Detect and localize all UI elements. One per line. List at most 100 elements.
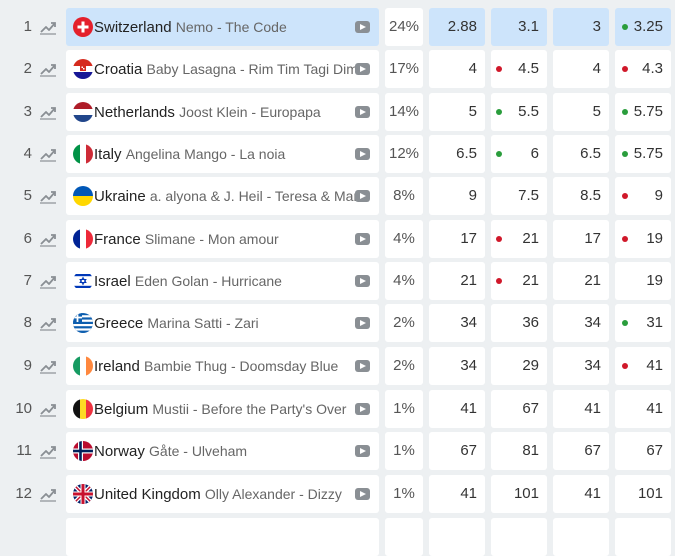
odds-value: 67 (646, 442, 663, 459)
odds-cell[interactable]: 5.75 (615, 93, 671, 131)
odds-cell[interactable]: 67 (553, 432, 609, 470)
odds-cell[interactable]: 21 (553, 262, 609, 300)
country-name[interactable]: Ireland (94, 358, 140, 375)
country-name[interactable]: Israel (94, 273, 131, 290)
odds-cell[interactable]: 4.3 (615, 50, 671, 88)
video-play-icon[interactable] (355, 148, 370, 160)
video-play-icon[interactable] (355, 403, 370, 415)
odds-cell[interactable]: 21 (491, 262, 547, 300)
odds-cell[interactable]: 41 (429, 390, 485, 428)
odds-cell[interactable]: 3 (553, 8, 609, 46)
belgium-flag-icon (73, 399, 93, 419)
entry-cell: Netherlands Joost Klein - Europapa (66, 93, 379, 131)
odds-cell[interactable]: 81 (491, 432, 547, 470)
video-play-icon[interactable] (355, 21, 370, 33)
odds-cell[interactable]: 29 (491, 347, 547, 385)
odds-cell[interactable]: 34 (429, 304, 485, 342)
country-name[interactable]: Ukraine (94, 188, 146, 205)
video-play-icon[interactable] (355, 275, 370, 287)
country-name[interactable]: Italy (94, 146, 122, 163)
odds-cell[interactable]: 41 (615, 347, 671, 385)
odds-cell[interactable]: 21 (429, 262, 485, 300)
trend-chart-icon[interactable] (39, 146, 57, 162)
odds-cell[interactable] (553, 518, 609, 556)
trend-chart-icon[interactable] (39, 315, 57, 331)
odds-cell[interactable]: 7.5 (491, 177, 547, 215)
odds-cell[interactable]: 67 (429, 432, 485, 470)
odds-cell[interactable]: 3.25 (615, 8, 671, 46)
entry-text: Switzerland Nemo - The Code (94, 8, 287, 46)
video-play-icon[interactable] (355, 233, 370, 245)
odds-cell[interactable]: 4.5 (491, 50, 547, 88)
odds-cell[interactable]: 6 (491, 135, 547, 173)
odds-cell[interactable]: 2.88 (429, 8, 485, 46)
odds-cell[interactable]: 101 (491, 475, 547, 513)
odds-cell[interactable]: 34 (553, 304, 609, 342)
trend-chart-icon[interactable] (39, 443, 57, 459)
odds-cell[interactable]: 6.5 (429, 135, 485, 173)
trend-chart-icon[interactable] (39, 486, 57, 502)
uk-flag-icon (73, 484, 93, 504)
odds-value: 21 (460, 272, 477, 289)
odds-cell[interactable]: 31 (615, 304, 671, 342)
odds-cell[interactable]: 67 (615, 432, 671, 470)
odds-cell[interactable]: 36 (491, 304, 547, 342)
odds-cell[interactable]: 6.5 (553, 135, 609, 173)
country-name[interactable]: Norway (94, 443, 145, 460)
odds-cell[interactable]: 4 (429, 50, 485, 88)
odds-value: 101 (513, 485, 539, 502)
odds-cell[interactable]: 41 (615, 390, 671, 428)
video-play-icon[interactable] (355, 360, 370, 372)
country-name[interactable]: Belgium (94, 401, 149, 418)
trend-chart-icon[interactable] (39, 104, 57, 120)
odds-cell[interactable]: 5.75 (615, 135, 671, 173)
country-name[interactable]: Greece (94, 315, 144, 332)
artist-song: a. alyona & J. Heil - Teresa & Maria (149, 188, 370, 204)
odds-cell[interactable]: 9 (615, 177, 671, 215)
odds-cell[interactable]: 101 (615, 475, 671, 513)
odds-cell[interactable]: 41 (429, 475, 485, 513)
trend-chart-icon[interactable] (39, 401, 57, 417)
odds-cell[interactable]: 34 (553, 347, 609, 385)
odds-cell[interactable]: 9 (429, 177, 485, 215)
odds-cell[interactable]: 5 (553, 93, 609, 131)
trend-chart-icon[interactable] (39, 273, 57, 289)
country-name[interactable]: Croatia (94, 61, 143, 78)
odds-cell[interactable]: 19 (615, 262, 671, 300)
country-name[interactable]: Switzerland (94, 19, 172, 36)
trend-chart-icon[interactable] (39, 188, 57, 204)
country-name[interactable]: France (94, 231, 141, 248)
video-play-icon[interactable] (355, 190, 370, 202)
odds-cell[interactable] (615, 518, 671, 556)
odds-cell[interactable]: 41 (553, 475, 609, 513)
artist-song: Joost Klein - Europapa (179, 104, 321, 120)
odds-cell[interactable]: 41 (553, 390, 609, 428)
odds-cell[interactable]: 17 (553, 220, 609, 258)
odds-cell[interactable]: 5 (429, 93, 485, 131)
trend-chart-icon[interactable] (39, 231, 57, 247)
table-row: 2 Croatia Baby Lasagna - Rim Tim Tagi Dim… (0, 50, 675, 88)
video-play-icon[interactable] (355, 106, 370, 118)
odds-cell[interactable]: 8.5 (553, 177, 609, 215)
trend-chart-icon[interactable] (39, 358, 57, 374)
video-play-icon[interactable] (355, 63, 370, 75)
odds-cell[interactable] (491, 518, 547, 556)
odds-cell[interactable] (429, 518, 485, 556)
rank-number: 12 (15, 485, 32, 502)
odds-cell[interactable]: 4 (553, 50, 609, 88)
video-play-icon[interactable] (355, 445, 370, 457)
odds-cell[interactable]: 17 (429, 220, 485, 258)
trend-chart-icon[interactable] (39, 19, 57, 35)
odds-cell[interactable]: 3.1 (491, 8, 547, 46)
odds-cell[interactable]: 5.5 (491, 93, 547, 131)
odds-cell[interactable]: 19 (615, 220, 671, 258)
odds-cell[interactable]: 34 (429, 347, 485, 385)
country-name[interactable]: Netherlands (94, 104, 175, 121)
trend-chart-icon[interactable] (39, 61, 57, 77)
video-play-icon[interactable] (355, 317, 370, 329)
odds-cell[interactable]: 21 (491, 220, 547, 258)
country-name[interactable]: United Kingdom (94, 486, 201, 503)
odds-cell[interactable]: 67 (491, 390, 547, 428)
video-play-icon[interactable] (355, 488, 370, 500)
win-probability: 4% (385, 220, 423, 258)
